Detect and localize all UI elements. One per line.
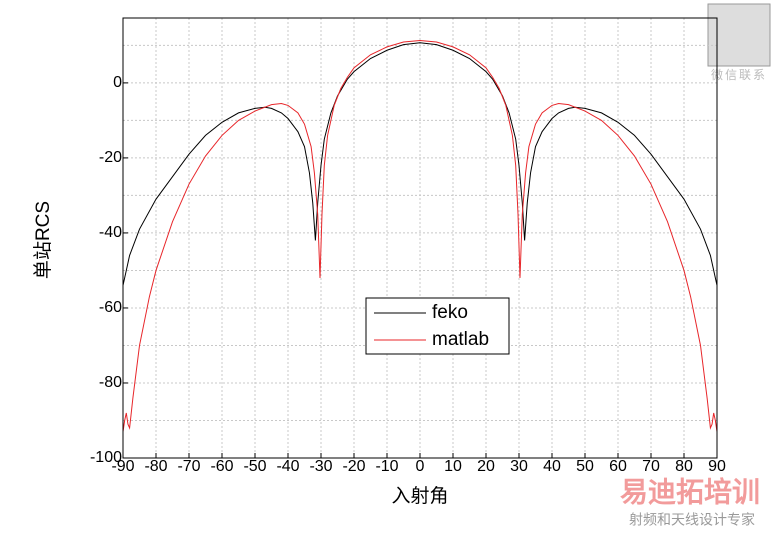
y-tick-label: -100 xyxy=(90,449,122,466)
x-tick-label: -50 xyxy=(243,458,266,475)
legend-box xyxy=(365,297,510,355)
x-tick-label: -30 xyxy=(309,458,332,475)
x-tick-label: -70 xyxy=(177,458,200,475)
x-tick-label: -60 xyxy=(210,458,233,475)
y-tick-label: -40 xyxy=(99,224,122,241)
x-tick-label: 70 xyxy=(642,458,660,475)
x-tick-label: -10 xyxy=(375,458,398,475)
y-tick-label: -80 xyxy=(99,374,122,391)
plot-frame xyxy=(122,17,718,459)
y-tick-label: 0 xyxy=(113,74,122,91)
x-tick-label: -40 xyxy=(276,458,299,475)
y-tick-label: -60 xyxy=(99,299,122,316)
legend-label: feko xyxy=(432,302,468,323)
x-tick-label: -80 xyxy=(144,458,167,475)
series-line xyxy=(122,40,718,432)
x-tick-label: 30 xyxy=(510,458,528,475)
x-tick-label: 90 xyxy=(708,458,726,475)
y-tick-label: -20 xyxy=(99,149,122,166)
x-tick-label: 50 xyxy=(576,458,594,475)
x-tick-label: 20 xyxy=(477,458,495,475)
watermark-slogan: 射频和天线设计专家 xyxy=(629,512,755,528)
x-tick-label: 40 xyxy=(543,458,561,475)
x-tick-label: -90 xyxy=(111,458,134,475)
y-axis-label: 单站RCS xyxy=(32,201,54,279)
qr-caption: 微信联系 xyxy=(711,68,767,82)
qr-code xyxy=(707,3,771,67)
x-axis-label: 入射角 xyxy=(391,485,448,507)
series-line xyxy=(122,42,718,286)
x-tick-label: 0 xyxy=(416,458,425,475)
watermark-brand: 易迪拓培训 xyxy=(620,475,760,507)
x-tick-label: 10 xyxy=(444,458,462,475)
x-tick-label: -20 xyxy=(342,458,365,475)
legend-label: matlab xyxy=(432,329,489,350)
x-tick-label: 80 xyxy=(675,458,693,475)
x-tick-label: 60 xyxy=(609,458,627,475)
